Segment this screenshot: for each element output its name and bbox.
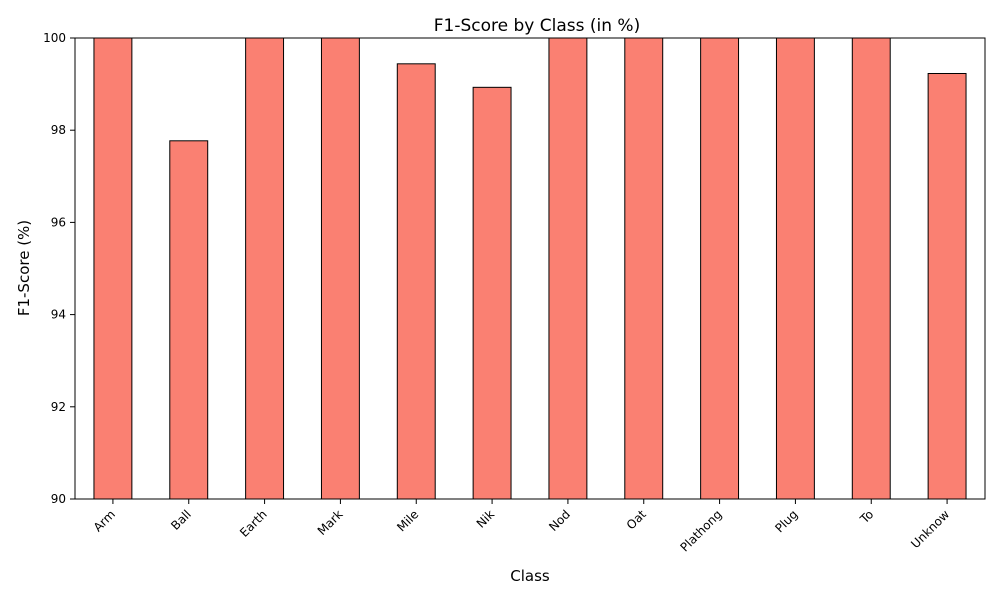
x-tick-label: Mark: [315, 507, 346, 538]
bar-to: [851, 37, 891, 500]
bar-unknow: [927, 72, 967, 500]
plot-frame: [74, 37, 986, 500]
bar-arm: [93, 37, 133, 500]
bars-layer: [93, 37, 967, 500]
x-axis: Arm Ball Earth Mark Mile Nik Nod Oat Plathong Plu…: [91, 499, 952, 554]
bar-plug: [775, 37, 815, 500]
y-axis-label: F1-Score (%): [15, 220, 33, 316]
bar-mark: [320, 37, 360, 500]
bar-oat: [624, 37, 664, 500]
bar-ball: [169, 140, 209, 500]
x-tick-label: Arm: [91, 507, 118, 534]
bar-nod: [548, 37, 588, 500]
x-tick-label: Unknow: [908, 507, 952, 551]
bar-mile: [396, 63, 436, 500]
bar-earth: [245, 37, 285, 500]
y-tick-label: 96: [51, 215, 66, 229]
x-tick-label: Oat: [624, 507, 649, 532]
x-tick-label: To: [857, 507, 877, 527]
y-tick-label: 100: [43, 31, 66, 45]
x-axis-label: Class: [510, 567, 550, 585]
x-tick-label: Plug: [772, 507, 800, 535]
x-tick-label: Nod: [546, 507, 573, 534]
x-tick-label: Ball: [168, 507, 194, 533]
y-tick-label: 98: [51, 123, 66, 137]
y-tick-label: 92: [51, 400, 66, 414]
chart-title: F1-Score by Class (in %): [434, 16, 640, 36]
x-tick-label: Plathong: [677, 507, 724, 554]
y-axis: 90 92 94 96 98 100: [43, 31, 75, 506]
bar-plathong: [700, 37, 740, 500]
x-tick-label: Nik: [474, 507, 498, 531]
bar-nik: [472, 86, 512, 500]
x-tick-label: Mile: [394, 507, 421, 534]
y-tick-label: 94: [51, 308, 66, 322]
y-tick-label: 90: [51, 492, 66, 506]
x-tick-label: Earth: [237, 507, 270, 540]
